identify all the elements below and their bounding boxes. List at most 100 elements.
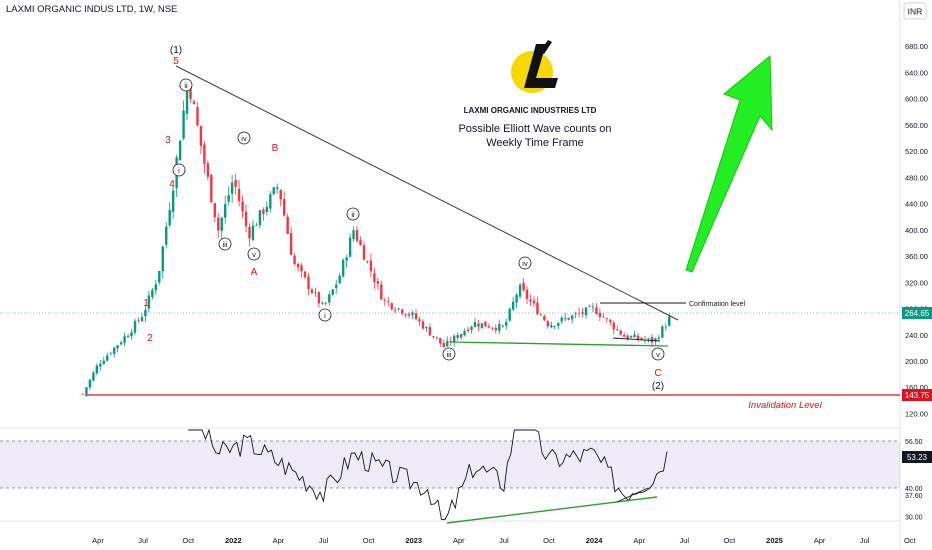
candle-body [234,179,237,187]
candle-body [376,281,380,284]
candle-body [116,345,119,349]
candle-body [144,309,147,317]
candle-body [109,353,112,355]
candle-body [435,337,439,339]
candle-body [248,226,251,239]
candle-body [196,106,199,126]
time-tick-label: Apr [453,536,465,545]
candle-body [664,326,667,328]
price-tick-label: 440.00 [905,200,928,209]
price-tick-label: 200.00 [905,357,928,366]
time-tick-label: Jul [499,536,509,545]
candle-body [192,101,196,105]
candle-body [102,360,105,364]
candle-body [199,125,203,146]
candle-body [536,302,539,315]
candle-body [262,209,265,215]
wave-circle [318,308,332,322]
candle-body [661,326,664,338]
wave-label: A [251,267,258,278]
candle-body [321,302,324,304]
wave-label: v [252,250,256,259]
candle-body [123,336,126,343]
candle-body [654,338,657,342]
candle-body [522,283,525,291]
candle-body [477,323,480,327]
candle-body [539,314,543,316]
candle-body [137,319,140,321]
candle-body [362,245,366,260]
candle-body [119,342,123,345]
candle-body [480,323,484,329]
candle-body [314,292,317,294]
candle-body [126,336,130,338]
candle-body [425,327,428,329]
rsi-tick-label: 56.50 [905,439,923,446]
candle-body [505,321,508,326]
candle-body [428,327,432,336]
candle-body [265,206,269,213]
candle-body [161,246,164,272]
candle-body [616,329,619,331]
candle-body [224,204,227,218]
candle-body [470,326,473,330]
candle-body [650,337,654,343]
time-tick-label: Oct [182,536,195,545]
price-tick-label: 360.00 [905,252,928,261]
price-tick-label: 160.00 [905,383,928,392]
wave-circle [442,347,456,361]
price-axis: 680.00 640.00 600.00 560.00 520.00 480.00 440.… [905,42,928,418]
time-tick-label: 2024 [586,536,604,545]
candle-body [300,265,303,272]
candle-body [463,331,466,336]
candle-body [487,326,491,328]
time-tick-label: Apr [273,536,285,545]
candle-body [88,379,92,388]
candle-body [515,294,518,303]
rsi-line [188,428,668,521]
candle-body [640,337,643,340]
candle-body [602,316,605,318]
candle-body [272,187,275,194]
candle-body [563,317,567,319]
last-price-badge [902,307,932,319]
candle-body [557,322,560,327]
candle-body [595,307,598,314]
price-tick-label: 680.00 [905,42,928,51]
wave-label: 5 [173,56,179,67]
price-tick-label: 640.00 [905,68,928,77]
candle-body [619,330,622,335]
candle-body [622,335,626,337]
wave-circle [172,163,186,177]
wave-label: iv [522,259,528,268]
candle-body [525,289,529,299]
candle-body [345,257,348,261]
candle-body [324,302,328,304]
time-tick-label: Apr [633,536,645,545]
wave-label: iii [223,240,228,249]
candle-body [459,334,463,338]
currency-box[interactable] [903,2,927,20]
currency-label: INR [908,7,923,17]
rsi-divergence-mark [616,487,649,503]
candle-body [251,225,255,241]
candle-body [421,321,425,329]
candle-body [529,299,532,302]
candle-body [366,261,369,263]
candle-body [276,187,279,189]
price-tick-label: 560.00 [905,121,928,130]
candle-body [452,335,456,343]
candle-body [411,312,414,315]
candle-body [255,225,258,227]
candle-body [484,321,487,327]
note-line-2: Weekly Time Frame [486,137,584,149]
candle-body [106,355,109,361]
time-tick-label: Oct [543,536,556,545]
candle-body [168,209,171,226]
wave-circle [346,207,360,221]
candle-body [550,325,553,328]
candle-series [81,83,671,397]
wave-label: ii [351,210,355,219]
